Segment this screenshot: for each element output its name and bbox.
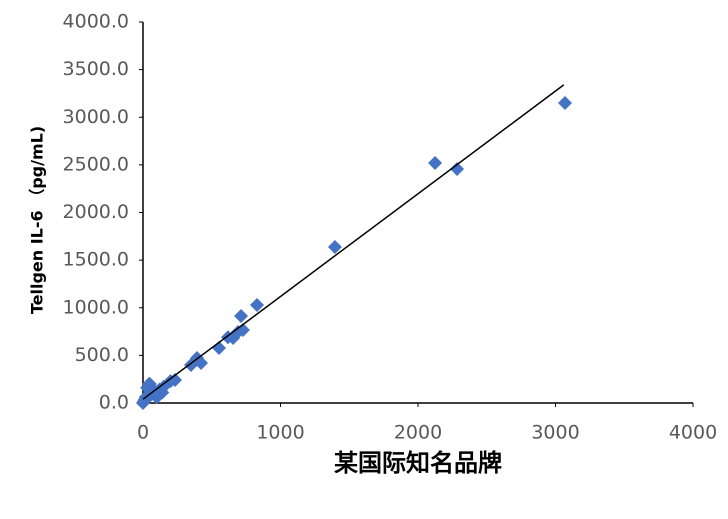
point	[249, 297, 264, 312]
y-tick-label: 2500.0	[63, 153, 129, 175]
point	[450, 161, 465, 176]
x-tick-label: 1000	[256, 422, 304, 444]
x-axis-title: 某国际知名品牌	[334, 449, 502, 477]
y-tick-label: 2000.0	[63, 201, 129, 223]
trendline	[142, 84, 565, 400]
point	[234, 309, 249, 324]
x-tick-label: 4000	[669, 422, 717, 444]
y-tick-label: 500.0	[75, 344, 129, 366]
point	[140, 391, 155, 406]
y-tick-label: 3000.0	[63, 106, 129, 128]
x-tick-label: 3000	[531, 422, 579, 444]
x-tick-label: 0	[137, 422, 149, 444]
point	[155, 385, 170, 400]
point	[428, 155, 443, 170]
y-tick-label: 1000.0	[63, 296, 129, 318]
point	[327, 239, 342, 254]
point	[557, 95, 572, 110]
y-tick-label: 4000.0	[63, 11, 129, 33]
y-axis-title: Tellgen IL-6 （pg/mL)	[28, 126, 47, 314]
y-tick-label: 1500.0	[63, 249, 129, 271]
x-tick-label: 2000	[394, 422, 442, 444]
y-tick-label: 3500.0	[63, 58, 129, 80]
y-tick-label: 0.0	[99, 392, 129, 414]
